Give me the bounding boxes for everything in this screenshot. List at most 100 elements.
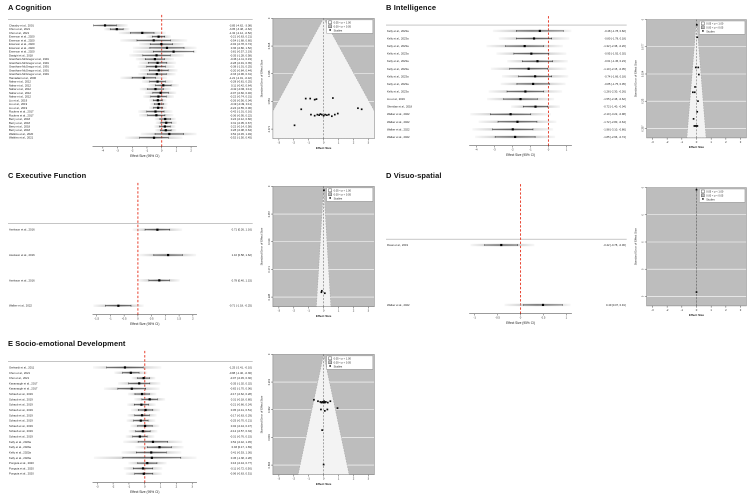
legend-swatch-p-nonsig	[700, 21, 705, 26]
funnel-y-tick-label: 0	[641, 241, 644, 243]
x-tick-label: -2	[131, 149, 134, 153]
study-point	[324, 401, 327, 403]
effect-marker	[541, 303, 545, 307]
effect-ci-text: -0.52 [-1.50, 0.45]	[230, 136, 252, 140]
panel-title-executive-function: C Executive Function	[8, 171, 87, 180]
forest-row: Rossi et al., 2019 -0.42 [-0.78, -0.06]	[387, 243, 626, 247]
forest-row: Axelsson et al., 2016 0.71 [0.26, 1.16]	[9, 228, 252, 232]
legend-label-p-sig: 0.00 < p < 0.05	[333, 24, 351, 28]
study-point	[336, 112, 339, 115]
effect-marker	[150, 451, 153, 454]
x-axis-label: Effect Size (95% CI)	[130, 154, 159, 158]
study-point	[293, 124, 296, 127]
x-tick-label: -3	[116, 149, 119, 153]
effect-marker	[532, 37, 536, 40]
forest-row: Watkins et al., 2020 0.52 [-0.45, 1.49]	[9, 132, 252, 136]
x-tick-label: 0	[520, 316, 522, 320]
panel-title-intelligence: B Intelligence	[386, 3, 437, 12]
effect-marker	[140, 403, 143, 406]
study-point	[694, 125, 696, 127]
forest-row: Kelly et al., 2023a -0.48 [-1.78, 0.82]	[387, 29, 626, 33]
effect-ci-text: -0.21 [-0.66, 0.24]	[230, 403, 252, 407]
studies-points	[695, 188, 698, 293]
forest-row: Rockers et al., 2017 -0.42 [-1.01, 0.16]	[9, 110, 252, 114]
panel-socio-emotional: E Socio-emotional Development Gerhardt e…	[0, 336, 378, 500]
study-label: Rockers et al., 2017	[9, 110, 34, 114]
funnel-x-tick-label: -3	[277, 477, 280, 481]
funnel-x-tick-label: 2	[352, 141, 354, 145]
forest-row: Kelly et al., 2023a -0.74 [-1.66, 0.18]	[387, 74, 626, 78]
effect-ci-text: -0.02 [-0.78, 0.74]	[230, 42, 252, 46]
forest-row: Choi et al., 2021 -1.32 [-2.12, -0.52]	[9, 31, 252, 35]
study-point	[320, 401, 322, 404]
legend-label-p-nonsig: 0.05 < p < 1.00	[333, 20, 351, 24]
effect-marker	[160, 43, 163, 46]
funnel-y-axis-label: Standard Error of Effect Size	[259, 59, 263, 97]
x-tick-label: 1	[176, 149, 178, 153]
effect-ci-text: -2.10 [-3.22, -0.98]	[603, 112, 626, 116]
forest-row: Kelly et al., 2023a -0.85 [-1.75, 0.05]	[387, 82, 626, 86]
funnel-x-tick-label: 0	[323, 141, 325, 145]
funnel-x-tick-label: -3	[651, 140, 654, 144]
funnel-y-tick-label: 0.114	[267, 238, 271, 245]
forest-row: Liu et al., 2019 -0.24 [-0.55, 0.06]	[9, 106, 252, 110]
study-label: Schaub et al., 2019	[9, 435, 33, 439]
effect-ci-text: 0.93 [0.17, 1.69]	[232, 445, 252, 449]
study-label: Ponguta et al., 2020	[9, 472, 34, 476]
funnel-y-tick-label: 0.402	[267, 406, 271, 413]
legend-swatch-p-nonsig	[328, 20, 332, 25]
study-label: Dastgiri et al., 2018	[9, 53, 33, 57]
forest-row: Kelly et al., 2023a 0.52 [-0.42, 1.45]	[9, 440, 252, 444]
forest-row: Berry et al., 2018 0.22 [-0.14, 0.58]	[9, 124, 252, 128]
funnel-x-tick-label: -3	[651, 308, 654, 312]
panel-body-executive-function: Axelsson et al., 2016 0.71 [0.26, 1.16] Ax…	[8, 181, 378, 333]
x-tick-label: -2	[511, 148, 514, 152]
study-label: Sheridan et al., 2018	[387, 105, 413, 109]
study-label: Walker et al., 2022	[387, 120, 410, 124]
effect-ci-text: -1.25 [-2.41, -0.10]	[229, 365, 252, 369]
funnel-y-tick-label: 0.307	[641, 125, 644, 132]
effect-marker	[156, 61, 159, 64]
x-tick-label: -4	[475, 148, 478, 152]
legend-swatch-p-nonsig	[328, 188, 332, 193]
effect-marker	[165, 121, 168, 124]
effect-marker	[115, 28, 118, 31]
legend-label-studies: Studies	[333, 364, 342, 368]
study-point	[693, 125, 695, 127]
study-point	[300, 108, 302, 111]
forest-row: Schaub et al., 2019 -0.31 [-0.76, 0.15]	[9, 435, 252, 439]
effect-ci-text: -0.42 [-0.78, -0.06]	[603, 243, 626, 247]
x-tick-label: -1	[109, 317, 112, 321]
study-label: Grantham-McGregor et al., 1991	[9, 65, 49, 69]
effect-marker	[142, 377, 145, 380]
x-tick-label: 2	[190, 149, 192, 153]
study-point	[326, 401, 329, 404]
study-label: Kelly et al., 2023a	[9, 456, 31, 460]
effect-marker	[157, 102, 160, 106]
funnel-y-tick-label: 2.071	[267, 125, 271, 132]
panel-executive-function: C Executive Function Axelsson et al., 20…	[0, 168, 378, 336]
funnel-y-tick-label: 0.228	[267, 293, 271, 300]
x-tick-label: -0.5	[495, 316, 500, 320]
x-tick-label: 0	[144, 485, 146, 489]
study-label: Kelly et al., 2023a	[387, 59, 409, 63]
effect-marker	[158, 279, 161, 282]
effect-marker	[514, 135, 517, 139]
legend-label-p-nonsig: 0.05 < p < 1.00	[706, 190, 724, 193]
study-label: Schaub et al., 2019	[9, 413, 33, 417]
study-label: Schaub et al., 2019	[9, 397, 33, 401]
effect-marker	[511, 128, 514, 131]
study-label: Liu et al., 2019	[9, 102, 28, 106]
funnel-y-axis-label: Standard Error of Effect Size	[633, 228, 637, 266]
study-label: Kavanaugh et al., 2017	[9, 381, 38, 385]
effect-marker	[157, 106, 160, 109]
study-point	[322, 463, 325, 466]
forest-row: Rockers et al., 2017 -0.36 [-0.95, 0.22]	[9, 113, 252, 117]
funnel-x-axis: -3 -2 -1 0 1 2 3 Effect Size	[651, 305, 741, 317]
forest-row: Gerhardt et al., 2011 -1.25 [-2.41, -0.10…	[9, 365, 252, 369]
effect-marker	[140, 392, 144, 396]
x-axis-label: Effect Size (95% CI)	[130, 322, 159, 326]
forest-row: Schaub et al., 2019 0.05 [-0.41, 0.51]	[9, 408, 252, 412]
